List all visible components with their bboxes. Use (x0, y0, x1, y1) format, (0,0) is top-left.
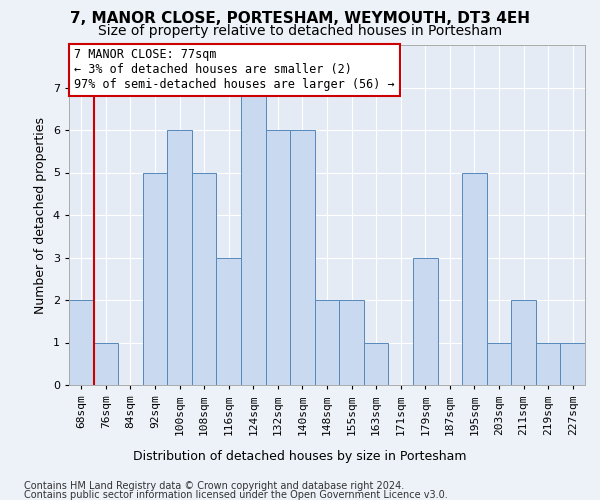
Text: Distribution of detached houses by size in Portesham: Distribution of detached houses by size … (133, 450, 467, 463)
Bar (69, 300, 94, 385)
Bar (167, 130, 192, 385)
Bar (364, 342, 388, 385)
Bar (536, 342, 560, 385)
Text: Contains HM Land Registry data © Crown copyright and database right 2024.: Contains HM Land Registry data © Crown c… (24, 481, 404, 491)
Bar (413, 258, 437, 385)
Y-axis label: Number of detached properties: Number of detached properties (34, 116, 47, 314)
Bar (290, 130, 315, 385)
Bar (339, 300, 364, 385)
Bar (511, 300, 536, 385)
Text: 7 MANOR CLOSE: 77sqm
← 3% of detached houses are smaller (2)
97% of semi-detache: 7 MANOR CLOSE: 77sqm ← 3% of detached ho… (74, 48, 395, 92)
Bar (560, 342, 585, 385)
Bar (266, 130, 290, 385)
Bar (241, 88, 266, 385)
Text: Size of property relative to detached houses in Portesham: Size of property relative to detached ho… (98, 24, 502, 38)
Text: 7, MANOR CLOSE, PORTESHAM, WEYMOUTH, DT3 4EH: 7, MANOR CLOSE, PORTESHAM, WEYMOUTH, DT3… (70, 11, 530, 26)
Bar (192, 172, 217, 385)
Bar (94, 342, 118, 385)
Bar (315, 300, 339, 385)
Bar (462, 172, 487, 385)
Bar (143, 172, 167, 385)
Text: Contains public sector information licensed under the Open Government Licence v3: Contains public sector information licen… (24, 490, 448, 500)
Bar (487, 342, 511, 385)
Bar (217, 258, 241, 385)
